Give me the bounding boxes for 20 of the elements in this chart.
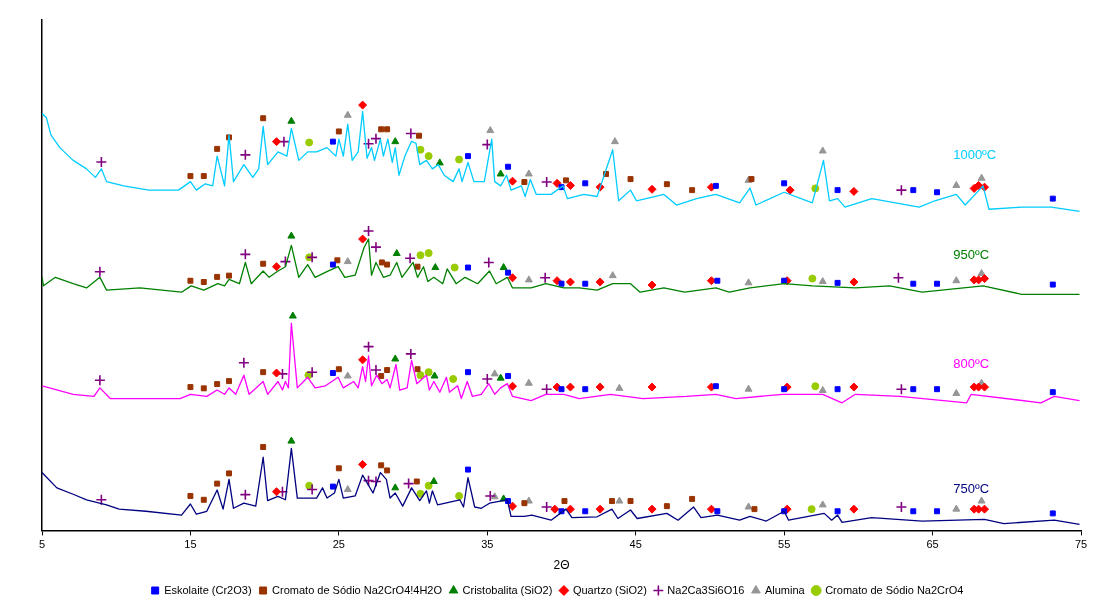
x-tick-label: 15 — [184, 538, 197, 551]
series-label: 750ºC — [953, 480, 990, 496]
x-tick-label: 65 — [926, 538, 939, 551]
legend-label: Quartzo (SiO2) — [572, 583, 647, 596]
legend-label: Alumina — [764, 583, 806, 596]
series-label: 800ºC — [953, 355, 990, 371]
x-tick-label: 45 — [629, 538, 642, 551]
text: 1000ºC — [953, 147, 997, 163]
x-tick-label: 35 — [481, 538, 494, 551]
legend-label: Eskolaite (Cr2O3) — [164, 583, 252, 596]
x-axis-title: 2Θ — [553, 558, 570, 573]
legend-label: Cromato de Sódio Na2CrO4 — [825, 583, 964, 596]
series-label: 950ºC — [953, 247, 990, 263]
x-tick-label: 25 — [332, 538, 345, 551]
legend-label: Na2Ca3Si6O16 — [667, 583, 745, 596]
legend-label: Cristobalita (SiO2) — [462, 583, 553, 596]
legend-label: Cromato de Sódio Na2CrO4!4H2O — [272, 583, 443, 596]
x-tick-label: 75 — [1074, 538, 1088, 551]
x-tick-label: 5 — [38, 538, 46, 551]
x-tick-label: 55 — [778, 538, 791, 551]
